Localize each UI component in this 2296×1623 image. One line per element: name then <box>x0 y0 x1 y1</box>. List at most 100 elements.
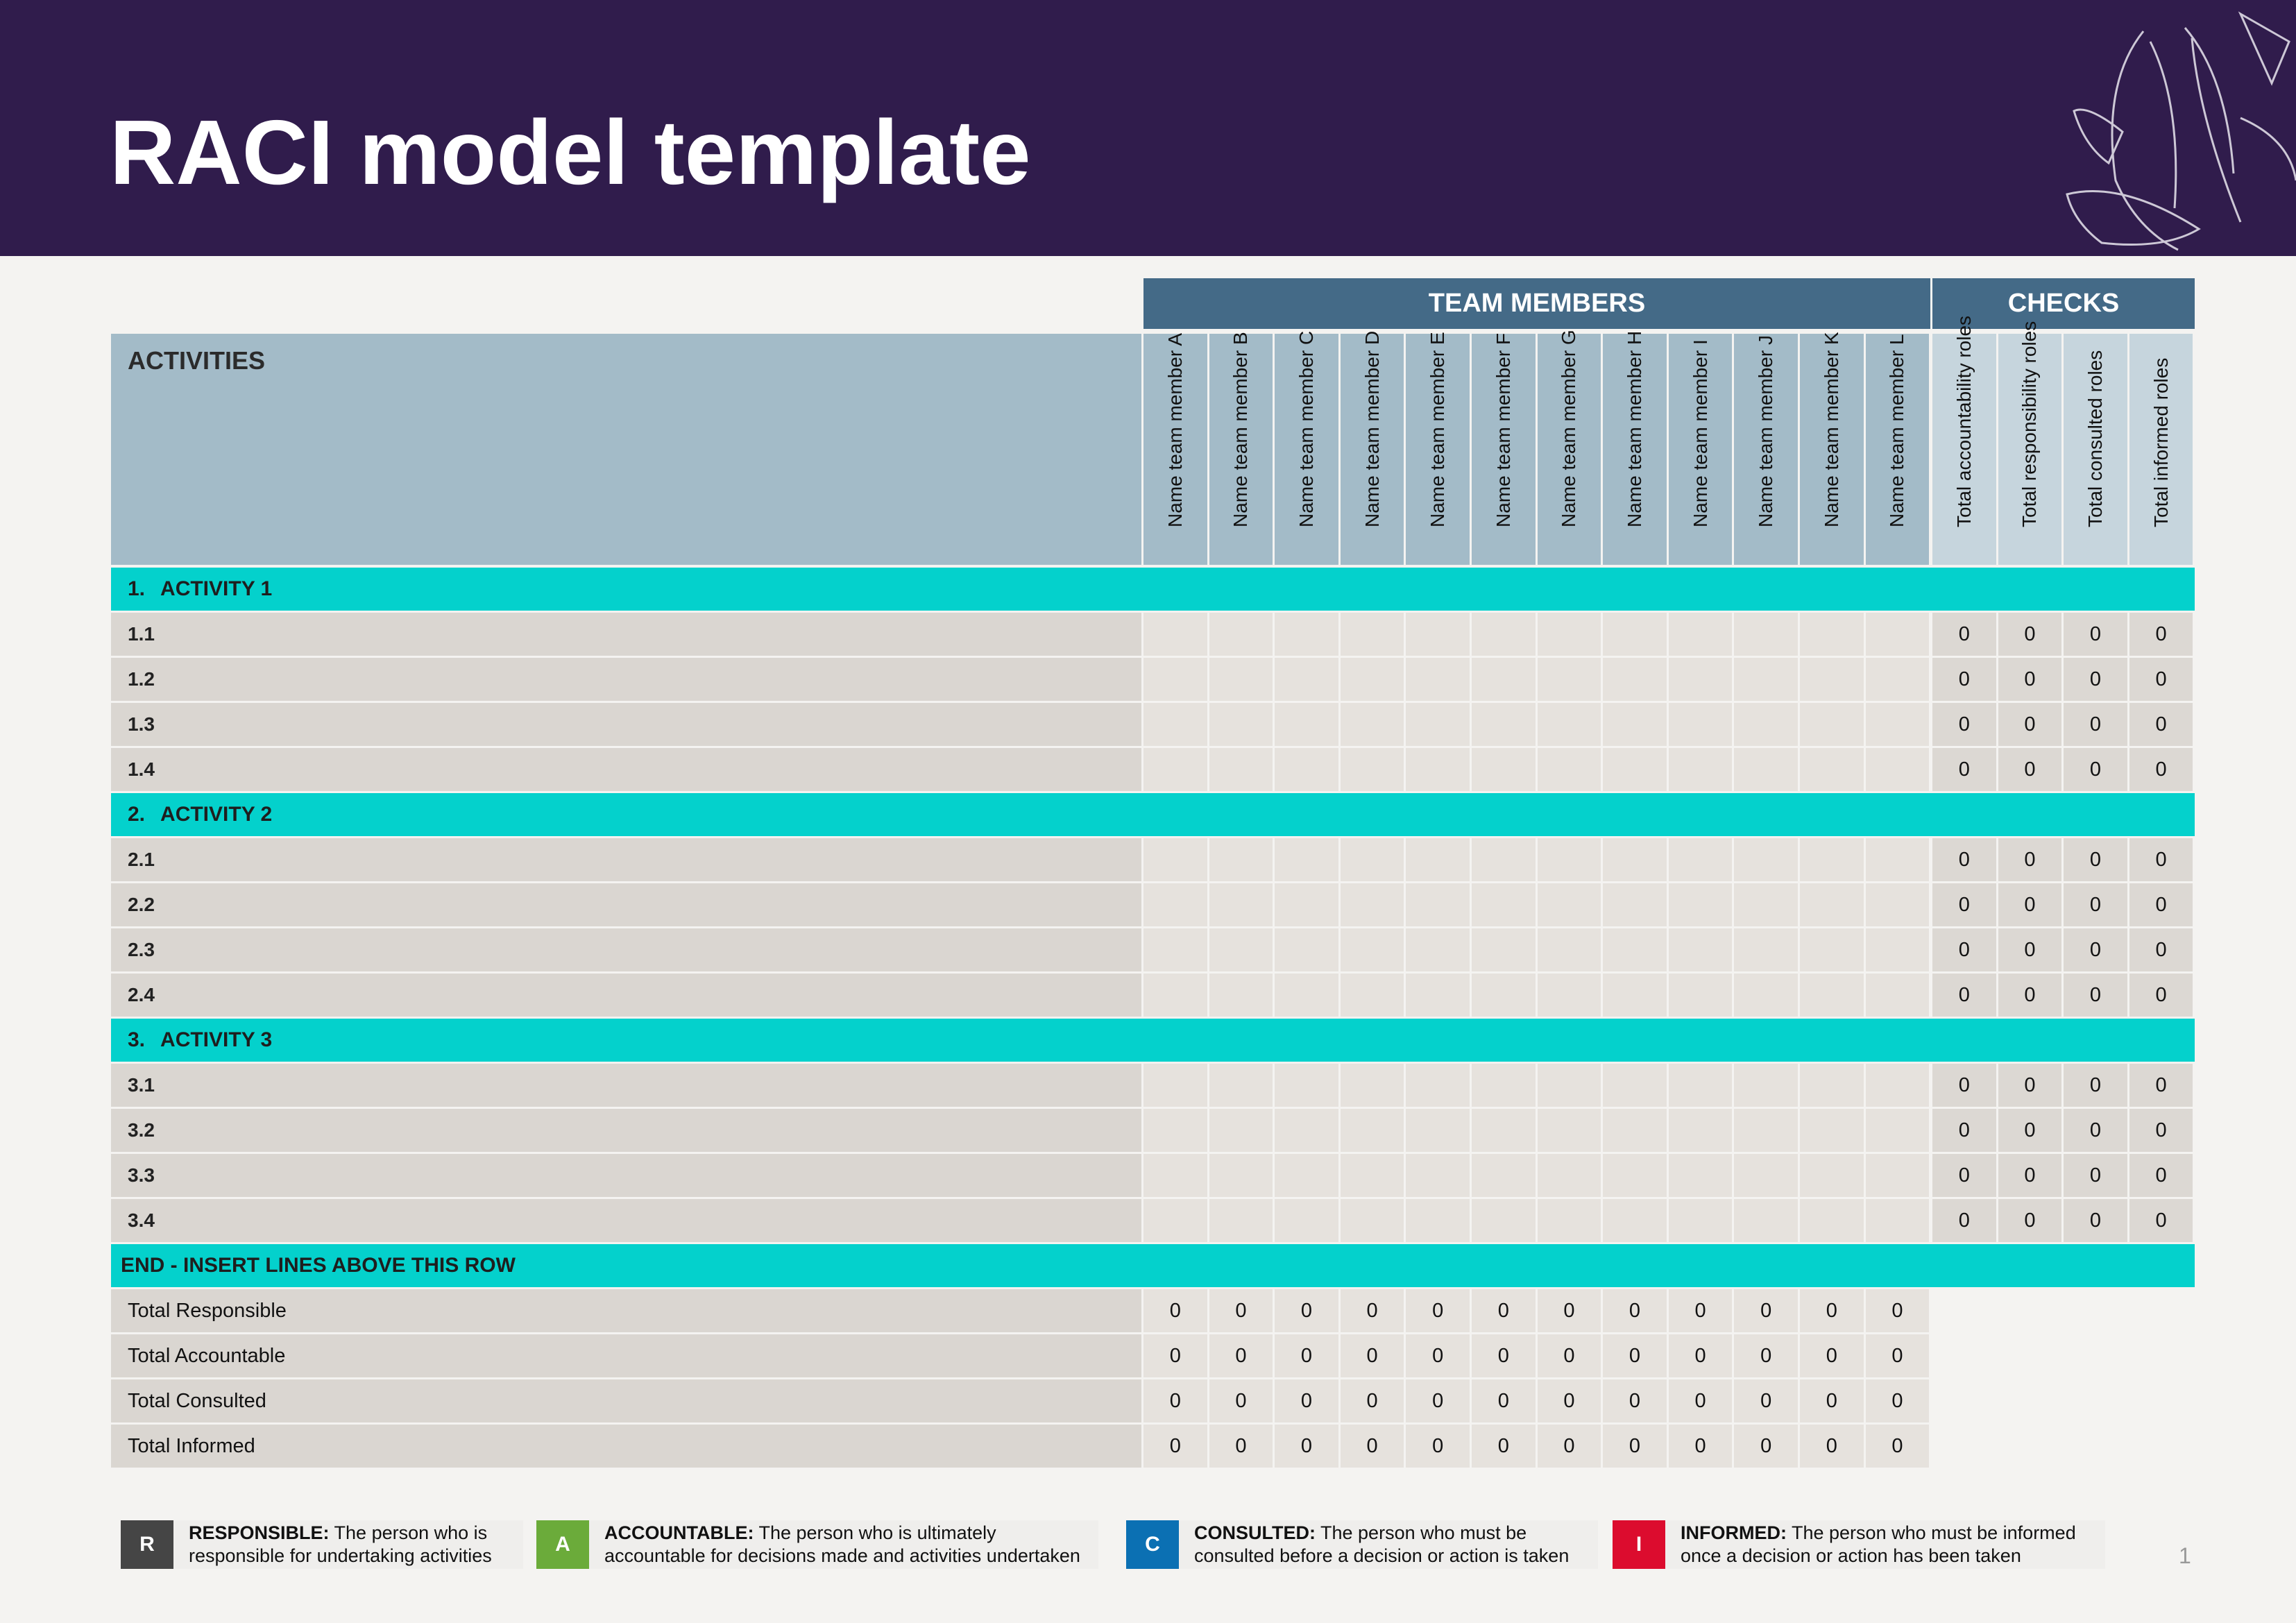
raci-cell[interactable] <box>1537 883 1601 926</box>
raci-cell[interactable] <box>1340 1154 1404 1197</box>
member-header[interactable]: Name team member E <box>1406 332 1470 565</box>
raci-cell[interactable] <box>1275 838 1338 881</box>
raci-cell[interactable] <box>1603 1109 1667 1152</box>
member-header[interactable]: Name team member K <box>1800 332 1864 565</box>
raci-cell[interactable] <box>1340 838 1404 881</box>
member-header[interactable]: Name team member F <box>1472 333 1536 565</box>
raci-cell[interactable] <box>1143 703 1207 746</box>
raci-cell[interactable] <box>1734 838 1798 881</box>
raci-cell[interactable] <box>1865 703 1930 746</box>
raci-cell[interactable] <box>1800 748 1864 791</box>
raci-cell[interactable] <box>1275 613 1338 656</box>
raci-cell[interactable] <box>1668 1154 1733 1197</box>
raci-cell[interactable] <box>1406 974 1470 1017</box>
raci-cell[interactable] <box>1537 1109 1601 1152</box>
raci-cell[interactable] <box>1537 928 1601 971</box>
raci-cell[interactable] <box>1209 1199 1273 1242</box>
raci-cell[interactable] <box>1668 838 1733 881</box>
raci-cell[interactable] <box>1603 703 1667 746</box>
member-header[interactable]: Name team member D <box>1340 331 1404 565</box>
raci-cell[interactable] <box>1209 1154 1273 1197</box>
raci-cell[interactable] <box>1406 928 1470 971</box>
raci-cell[interactable] <box>1800 1109 1864 1152</box>
raci-cell[interactable] <box>1537 748 1601 791</box>
raci-cell[interactable] <box>1800 883 1864 926</box>
raci-cell[interactable] <box>1537 703 1601 746</box>
raci-cell[interactable] <box>1340 1199 1404 1242</box>
raci-cell[interactable] <box>1800 1064 1864 1107</box>
raci-cell[interactable] <box>1537 1064 1601 1107</box>
raci-cell[interactable] <box>1143 838 1207 881</box>
raci-cell[interactable] <box>1143 658 1207 701</box>
raci-cell[interactable] <box>1734 703 1798 746</box>
raci-cell[interactable] <box>1209 928 1273 971</box>
raci-cell[interactable] <box>1406 838 1470 881</box>
raci-cell[interactable] <box>1865 1064 1930 1107</box>
raci-cell[interactable] <box>1800 703 1864 746</box>
raci-cell[interactable] <box>1275 928 1338 971</box>
member-header[interactable]: Name team member I <box>1668 334 1733 565</box>
raci-cell[interactable] <box>1472 658 1536 701</box>
raci-cell[interactable] <box>1209 1109 1273 1152</box>
raci-cell[interactable] <box>1800 928 1864 971</box>
raci-cell[interactable] <box>1406 1199 1470 1242</box>
raci-cell[interactable] <box>1865 838 1930 881</box>
raci-cell[interactable] <box>1340 748 1404 791</box>
member-header[interactable]: Name team member L <box>1865 334 1930 565</box>
raci-cell[interactable] <box>1472 1064 1536 1107</box>
raci-cell[interactable] <box>1668 703 1733 746</box>
member-header[interactable]: Name team member H <box>1603 331 1667 565</box>
raci-cell[interactable] <box>1865 974 1930 1017</box>
raci-cell[interactable] <box>1209 883 1273 926</box>
raci-cell[interactable] <box>1603 974 1667 1017</box>
raci-cell[interactable] <box>1668 613 1733 656</box>
raci-cell[interactable] <box>1865 1199 1930 1242</box>
raci-cell[interactable] <box>1603 1199 1667 1242</box>
member-header[interactable]: Name team member A <box>1143 333 1207 565</box>
raci-cell[interactable] <box>1143 1109 1207 1152</box>
raci-cell[interactable] <box>1472 974 1536 1017</box>
raci-cell[interactable] <box>1734 748 1798 791</box>
raci-cell[interactable] <box>1340 883 1404 926</box>
raci-cell[interactable] <box>1143 883 1207 926</box>
raci-cell[interactable] <box>1209 748 1273 791</box>
raci-cell[interactable] <box>1734 1064 1798 1107</box>
raci-cell[interactable] <box>1537 1199 1601 1242</box>
raci-cell[interactable] <box>1143 928 1207 971</box>
raci-cell[interactable] <box>1865 748 1930 791</box>
raci-cell[interactable] <box>1472 748 1536 791</box>
raci-cell[interactable] <box>1537 613 1601 656</box>
member-header[interactable]: Name team member J <box>1734 334 1798 565</box>
raci-cell[interactable] <box>1275 974 1338 1017</box>
raci-cell[interactable] <box>1143 1154 1207 1197</box>
raci-cell[interactable] <box>1406 613 1470 656</box>
raci-cell[interactable] <box>1537 838 1601 881</box>
raci-cell[interactable] <box>1340 928 1404 971</box>
raci-cell[interactable] <box>1800 838 1864 881</box>
raci-cell[interactable] <box>1734 613 1798 656</box>
raci-cell[interactable] <box>1472 1109 1536 1152</box>
raci-cell[interactable] <box>1209 1064 1273 1107</box>
raci-cell[interactable] <box>1668 883 1733 926</box>
raci-cell[interactable] <box>1275 1064 1338 1107</box>
raci-cell[interactable] <box>1340 974 1404 1017</box>
raci-cell[interactable] <box>1865 883 1930 926</box>
raci-cell[interactable] <box>1603 658 1667 701</box>
raci-cell[interactable] <box>1603 1064 1667 1107</box>
raci-cell[interactable] <box>1406 703 1470 746</box>
raci-cell[interactable] <box>1800 613 1864 656</box>
raci-cell[interactable] <box>1406 883 1470 926</box>
raci-cell[interactable] <box>1275 1109 1338 1152</box>
raci-cell[interactable] <box>1668 748 1733 791</box>
raci-cell[interactable] <box>1668 1064 1733 1107</box>
raci-cell[interactable] <box>1406 1154 1470 1197</box>
raci-cell[interactable] <box>1275 658 1338 701</box>
raci-cell[interactable] <box>1406 748 1470 791</box>
raci-cell[interactable] <box>1800 974 1864 1017</box>
raci-cell[interactable] <box>1472 883 1536 926</box>
raci-cell[interactable] <box>1668 1199 1733 1242</box>
raci-cell[interactable] <box>1275 883 1338 926</box>
raci-cell[interactable] <box>1209 658 1273 701</box>
raci-cell[interactable] <box>1668 1109 1733 1152</box>
raci-cell[interactable] <box>1340 703 1404 746</box>
